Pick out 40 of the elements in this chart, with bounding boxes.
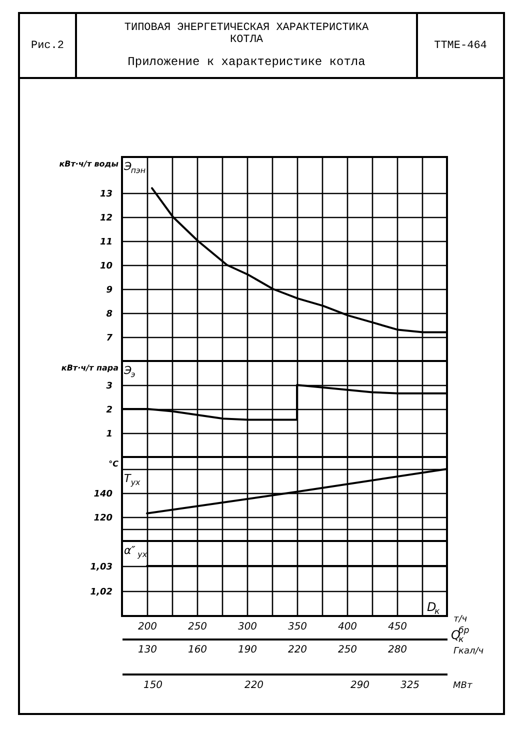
y-axis-title: кВт·ч/т воды	[59, 160, 120, 168]
text: 150	[143, 680, 163, 691]
x2-tick-label: 130	[138, 644, 158, 656]
text: Рис.2	[20, 14, 77, 77]
x-axis-title: т/ч	[454, 614, 468, 624]
y-tick-label: 12	[100, 214, 112, 224]
y-tick-label: 1,02	[90, 588, 112, 598]
text: ТТМЕ-464	[433, 38, 488, 54]
y-tick-label: 140	[94, 490, 112, 500]
chart-title: ТИПОВАЯ ЭНЕРГЕТИЧЕСКАЯ ХАРАКТЕРИСТИКА КОТЛА	[123, 22, 370, 46]
x-tick-label: 250	[188, 622, 208, 632]
x2-tick-label: 250	[338, 644, 358, 656]
y-tick-label: 2	[106, 406, 112, 416]
x-tick-label: 450	[388, 622, 408, 632]
text: МВт	[453, 681, 473, 691]
x-tick-label: 350	[288, 622, 308, 632]
x-tick-label: 400	[338, 622, 358, 632]
y-tick-label: 10	[100, 262, 112, 272]
x2-tick-label: 190	[238, 644, 258, 656]
x2-tick-label: 160	[188, 644, 208, 656]
x2-axis-title: Гкал/ч	[454, 646, 484, 656]
x-tick-label: 300	[238, 622, 258, 632]
y-tick-label: 1,03	[90, 562, 112, 572]
x-tick-label: 200	[138, 622, 158, 632]
x2-tick-label: 220	[288, 644, 308, 656]
y-axis-title: кВт·ч/т пара	[61, 364, 118, 372]
y-tick-label: 9	[106, 286, 112, 296]
y-tick-label: 3	[106, 382, 112, 392]
y-tick-label: 8	[106, 310, 112, 320]
y-tick-label: 7	[106, 334, 114, 344]
y-tick-label: 120	[94, 514, 112, 524]
y-tick-label: 1	[106, 430, 112, 440]
text: 325	[400, 680, 420, 691]
y-tick-label: 13	[100, 190, 112, 200]
text: 220	[244, 680, 264, 691]
y-axis-title: °C	[108, 460, 119, 468]
chart-subtitle: Приложение к характеристике котла	[128, 55, 366, 69]
x2-tick-label: 280	[388, 644, 408, 656]
text: 290	[350, 680, 370, 691]
y-tick-label: 11	[100, 238, 112, 248]
